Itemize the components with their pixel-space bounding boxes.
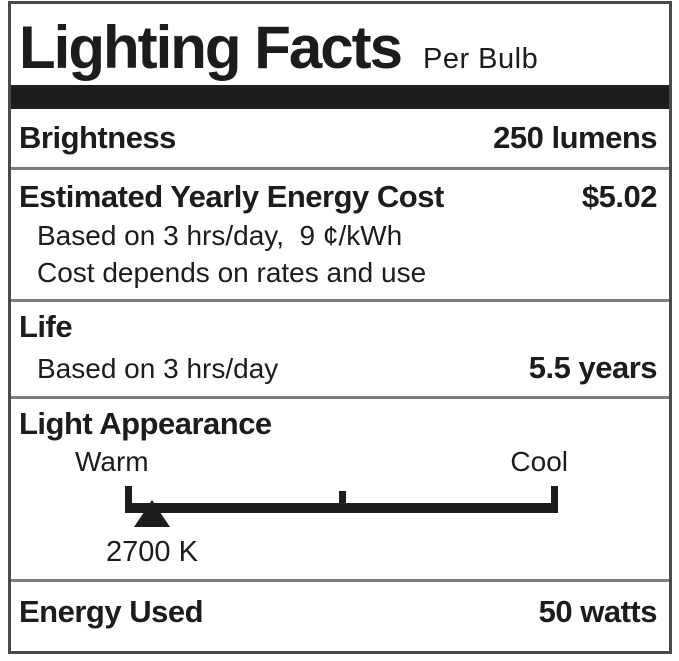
scale-tick-left <box>125 486 132 514</box>
energy-used-value: 50 watts <box>538 594 658 630</box>
energy-cost-label: Estimated Yearly Energy Cost <box>19 179 444 214</box>
kelvin-value: 2700 K <box>106 536 198 569</box>
scale-line <box>125 503 558 514</box>
energy-used-row: Energy Used 50 watts <box>11 582 669 642</box>
per-bulb-note: Per Bulb <box>422 43 539 75</box>
energy-cost-section: Estimated Yearly Energy Cost $5.02 Based… <box>11 170 669 299</box>
scale-labels-row: Warm Cool <box>75 446 568 478</box>
scale-bar <box>125 486 558 528</box>
brightness-label: Brightness <box>19 120 176 155</box>
light-appearance-label: Light Appearance <box>19 406 272 441</box>
light-appearance-section: Light Appearance Warm Cool 2700 K <box>11 399 669 579</box>
energy-cost-disclaimer: Cost depends on rates and use <box>37 257 427 288</box>
life-basis: Based on 3 hrs/day <box>37 353 279 384</box>
scale-tick-right <box>551 486 558 514</box>
section-divider <box>11 396 669 399</box>
section-divider <box>11 299 669 302</box>
label-header: Lighting Facts Per Bulb <box>11 4 669 85</box>
life-value: 5.5 years <box>528 350 658 385</box>
life-row: Based on 3 hrs/day 5.5 years <box>11 345 669 396</box>
label-title: Lighting Facts <box>19 14 403 81</box>
cool-label: Cool <box>510 446 568 477</box>
pointer-triangle-icon <box>133 500 170 528</box>
warm-label: Warm <box>75 446 149 477</box>
energy-cost-basis: Based on 3 hrs/day, 9 ¢/kWh <box>37 220 403 251</box>
energy-cost-title-row: Estimated Yearly Energy Cost $5.02 <box>11 170 669 215</box>
section-divider <box>11 579 669 583</box>
section-divider <box>11 167 669 170</box>
scale-tick-middle <box>338 491 346 514</box>
life-section: Life Based on 3 hrs/day 5.5 years <box>11 302 669 396</box>
energy-used-label: Energy Used <box>19 594 204 630</box>
life-label: Life <box>19 309 73 344</box>
light-appearance-scale: Warm Cool 2700 K <box>11 442 669 579</box>
header-separator-bar <box>11 85 669 109</box>
brightness-value: 250 lumens <box>493 120 657 155</box>
lighting-facts-label: Lighting Facts Per Bulb Brightness 250 l… <box>8 1 672 654</box>
energy-cost-value: $5.02 <box>581 179 658 214</box>
brightness-row: Brightness 250 lumens <box>11 109 669 167</box>
